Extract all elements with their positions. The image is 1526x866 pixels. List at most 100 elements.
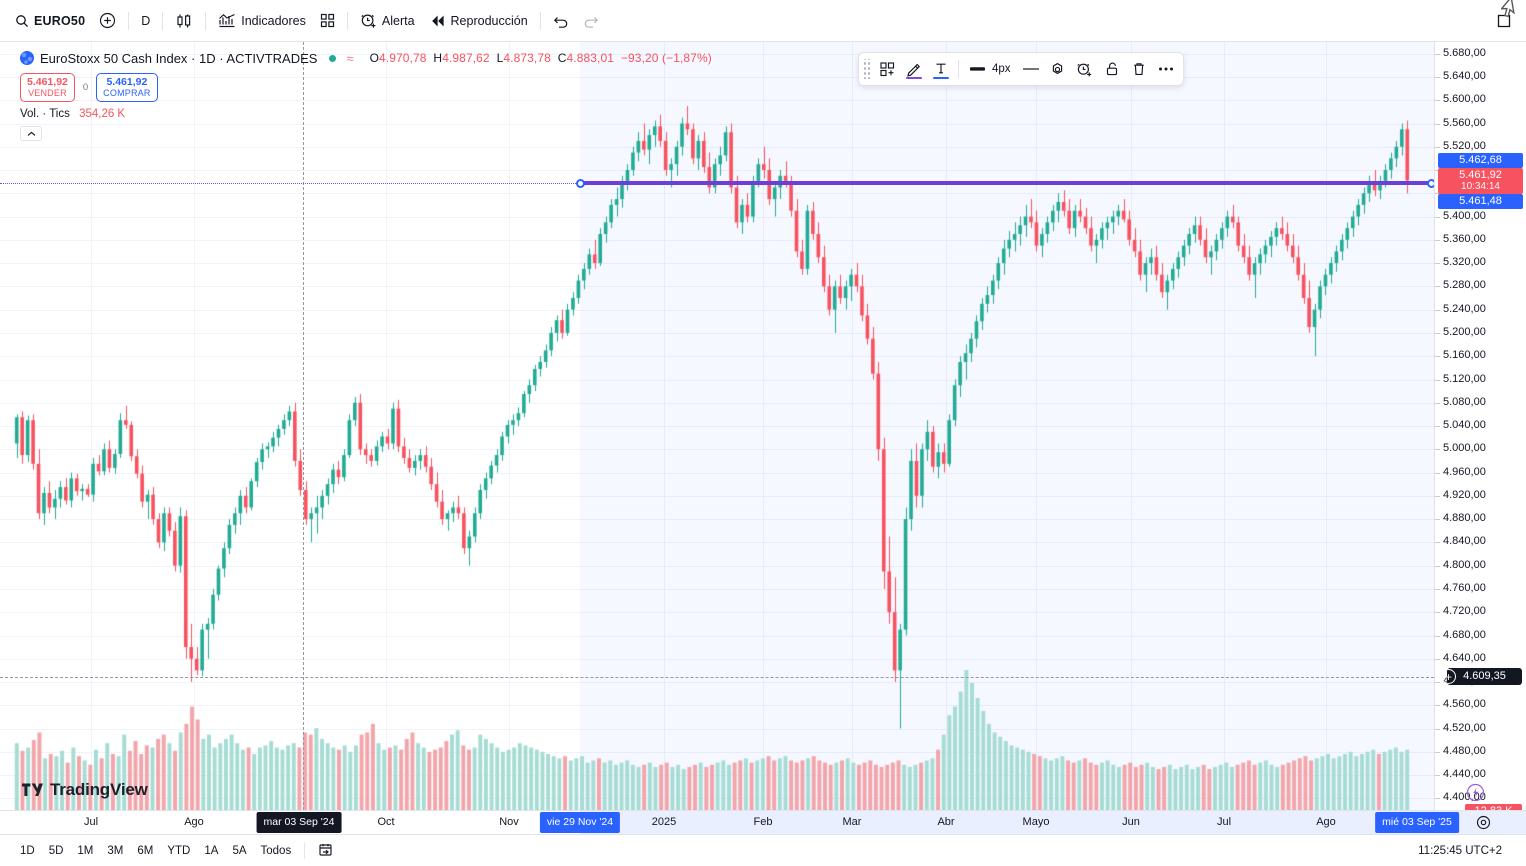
range-button-ytd[interactable]: YTD [167,844,191,857]
horizontal-ray-drawing[interactable] [580,181,1431,185]
add-alert-button[interactable] [1072,56,1098,82]
symbol-search-button[interactable]: EURO50 [8,7,92,35]
interval-label: D [141,13,151,28]
delete-button[interactable] [1126,56,1152,82]
price-tick [1435,170,1440,171]
range-button-1d[interactable]: 1D [20,844,35,857]
timescale-settings-button[interactable] [1474,813,1492,831]
alert-button[interactable]: Alerta [353,7,422,35]
unlock-icon [1104,61,1120,77]
fullscreen-button[interactable] [1490,7,1518,35]
price-tick [1435,100,1440,102]
sell-label: VENDER [28,88,67,99]
range-button-5d[interactable]: 5D [48,844,64,857]
price-tick-label: 4.760,00 [1443,581,1486,594]
price-tick-label: 4.520,00 [1443,721,1486,734]
time-scale[interactable]: Jul Ago Oct Nov 2025 Feb Mar Abr Mayo Jun Jul Ago m… [0,810,1526,835]
range-button-todos[interactable]: Todos [260,844,292,857]
ohlc-h-value: 4.987,62 [442,51,490,65]
price-tick [1435,239,1440,241]
line-width-button[interactable]: 4px [963,56,1017,82]
toolbar-divider [205,11,207,30]
range-button-1a[interactable]: 1A [204,844,219,857]
price-tick-label: 4.680,00 [1443,628,1486,641]
candles-icon [175,13,193,29]
ohlc-c-value: 4.883,01 [566,51,615,65]
bid-price-badge: 5.461,48 [1438,193,1523,209]
range-start-date-badge: vie 29 Nov '24 [539,812,621,833]
add-symbol-button[interactable] [92,7,123,35]
grid-layout-icon [320,13,335,28]
line-style-icon [1022,64,1040,74]
text-style-button[interactable] [928,56,954,82]
indicators-icon [218,13,236,29]
price-tick [1435,635,1440,637]
range-button-5a[interactable]: 5A [232,844,247,857]
chevron-up-icon [27,131,36,137]
range-button-3m[interactable]: 3M [107,844,124,857]
price-tick-label: 4.640,00 [1443,651,1486,664]
symbol-label: EURO50 [34,13,86,28]
price-scale[interactable]: 5.680,00 5.640,00 5.600,00 5.560,00 5.520,00… [1434,42,1526,810]
range-button-1m[interactable]: 1M [77,844,94,857]
price-tick [1435,426,1440,427]
add-template-button[interactable] [874,56,900,82]
price-tick [1435,449,1440,451]
indicators-button[interactable]: Indicadores [211,7,313,35]
last-price-badge: 5.461,92 10:34:14 [1438,167,1523,194]
lock-button[interactable] [1099,56,1125,82]
chart-type-button[interactable] [168,7,200,35]
settings-button[interactable] [1045,56,1071,82]
range-button-6m[interactable]: 6M [137,844,154,857]
crosshair-target-icon[interactable]: + [1441,669,1456,685]
replay-button[interactable]: Reproducción [422,7,535,35]
spread-value: 0 [82,82,89,94]
price-tick-label: 5.040,00 [1443,419,1486,431]
chart-canvas-area[interactable]: TradingView [0,42,1434,810]
ray-left-handle[interactable] [575,178,585,188]
line-color-button[interactable] [901,56,927,82]
redo-button[interactable] [576,7,606,35]
layouts-button[interactable] [313,7,342,35]
sell-button[interactable]: 5.461,92 VENDER [20,73,75,103]
price-tick [1435,146,1440,148]
bottom-bar: 1D 5D 1M 3M 6M YTD 1A 5A Todos 11:25:45 UTC+2 [0,834,1526,866]
interval-button[interactable]: D [134,7,157,35]
price-tick [1435,565,1440,567]
legend-collapse-button[interactable] [20,126,42,142]
price-tick [1435,193,1440,195]
more-options-button[interactable] [1153,56,1179,82]
top-toolbar: EURO50 D [0,0,1526,42]
lightning-badge-icon[interactable] [1465,782,1485,802]
tradingview-watermark: TradingView [22,780,148,800]
toolbar-divider [128,11,130,30]
ray-extension-dotted [0,183,580,184]
price-tick [1435,216,1440,218]
line-style-button[interactable] [1018,56,1044,82]
undo-button[interactable] [546,7,576,35]
drawbar-divider [958,60,959,78]
price-tick [1435,588,1440,590]
settings-gear-icon [1049,61,1066,78]
replay-icon [429,14,446,28]
approx-icon: ≈ [346,50,354,66]
price-tick [1435,705,1440,707]
goto-date-button[interactable] [312,839,339,863]
drawing-object-toolbar[interactable]: 4px [858,52,1184,86]
time-tick-label: Mayo [1022,816,1050,828]
buy-button[interactable]: 5.461,92 COMPRAR [96,73,158,103]
more-options-icon [1157,66,1175,72]
price-tick-label: 5.560,00 [1443,116,1486,129]
buy-price: 5.461,92 [106,76,148,88]
volume-legend-label[interactable]: Vol. · Tics [20,108,70,121]
toolbar-divider [346,11,348,30]
price-tick [1435,682,1440,683]
price-tick-label: 5.680,00 [1443,46,1486,59]
price-tick [1435,612,1440,614]
prev-close-badge[interactable]: 4.609,35 [1447,668,1522,686]
drag-grip-icon[interactable] [863,59,871,79]
legend-symbol-title[interactable]: EuroStoxx 50 Cash Index · 1D · ACTIVTRAD… [40,50,318,66]
ray-right-handle[interactable] [1426,178,1434,188]
tradingview-logo-text: TradingView [50,780,148,799]
price-tick [1435,332,1440,334]
